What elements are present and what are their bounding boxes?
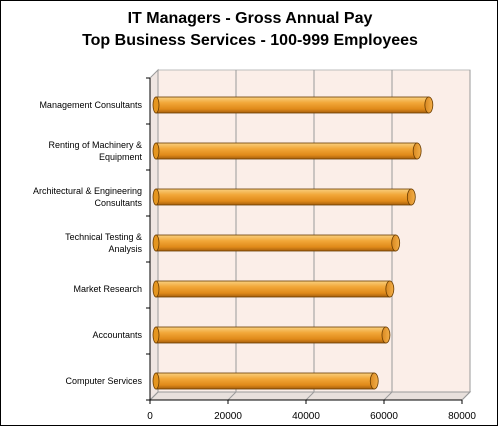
bar-end-cap-6 bbox=[369, 372, 379, 390]
bar-body-3 bbox=[155, 234, 397, 252]
x-tick-label-2: 40000 bbox=[292, 411, 320, 422]
axes bbox=[146, 77, 463, 404]
category-label-6-line-0: Computer Services bbox=[65, 376, 142, 386]
bar-end-cap-3 bbox=[391, 234, 401, 252]
x-tick-label-4: 80000 bbox=[448, 411, 476, 422]
bar-body-5 bbox=[155, 326, 387, 344]
bar-end-cap-2 bbox=[406, 188, 416, 206]
bar-body-2 bbox=[155, 188, 412, 206]
bar-3 bbox=[152, 234, 401, 252]
bar-1 bbox=[152, 142, 422, 160]
bar-4 bbox=[152, 280, 395, 298]
bar-5 bbox=[152, 326, 391, 344]
bar-end-cap-0 bbox=[424, 96, 434, 114]
gridline-floor-x-0 bbox=[149, 391, 159, 401]
category-label-3-line-0: Technical Testing & bbox=[65, 232, 142, 242]
category-label-2-line-1: Consultants bbox=[94, 198, 142, 208]
bar-base-cap-3 bbox=[152, 234, 160, 252]
category-label-1-line-1: Equipment bbox=[99, 152, 143, 162]
gridline-floor-x-3 bbox=[383, 391, 393, 401]
bar-base-cap-0 bbox=[152, 96, 160, 114]
bar-base-cap-5 bbox=[152, 326, 160, 344]
gridline-floor-x-1 bbox=[227, 391, 237, 401]
bar-base-cap-2 bbox=[152, 188, 160, 206]
category-label-5-line-0: Accountants bbox=[92, 330, 142, 340]
x-tick-label-3: 60000 bbox=[370, 411, 398, 422]
x-axis-labels: 0 20000 40000 60000 80000 bbox=[147, 411, 476, 422]
bar-end-cap-5 bbox=[381, 326, 391, 344]
bar-base-cap-4 bbox=[152, 280, 160, 298]
x-tick-label-0: 0 bbox=[147, 411, 153, 422]
category-label-0-line-0: Management Consultants bbox=[39, 100, 142, 110]
bar-0 bbox=[152, 96, 434, 114]
category-label-1-line-0: Renting of Machinery & bbox=[48, 140, 142, 150]
category-label-3-line-1: Analysis bbox=[108, 244, 142, 254]
bar-body-1 bbox=[155, 142, 418, 160]
bar-end-cap-1 bbox=[412, 142, 422, 160]
y-axis-labels: Management Consultants Renting of Machine… bbox=[33, 100, 143, 386]
bar-base-cap-1 bbox=[152, 142, 160, 160]
bars bbox=[152, 96, 434, 390]
bar-base-cap-6 bbox=[152, 372, 160, 390]
gridline-floor-x-4 bbox=[461, 391, 471, 401]
chart-title-line-1: IT Managers - Gross Annual Pay bbox=[127, 10, 373, 27]
bar-2 bbox=[152, 188, 416, 206]
bar-body-6 bbox=[155, 372, 375, 390]
chart-title-line-2: Top Business Services - 100-999 Employee… bbox=[82, 32, 418, 49]
category-label-4-line-0: Market Research bbox=[73, 284, 142, 294]
gridline-floor-x-2 bbox=[305, 391, 315, 401]
x-tick-label-1: 20000 bbox=[214, 411, 242, 422]
bar-body-4 bbox=[155, 280, 391, 298]
bar-body-0 bbox=[155, 96, 430, 114]
category-label-2-line-0: Architectural & Engineering bbox=[33, 186, 142, 196]
bar-6 bbox=[152, 372, 379, 390]
bar-end-cap-4 bbox=[385, 280, 395, 298]
